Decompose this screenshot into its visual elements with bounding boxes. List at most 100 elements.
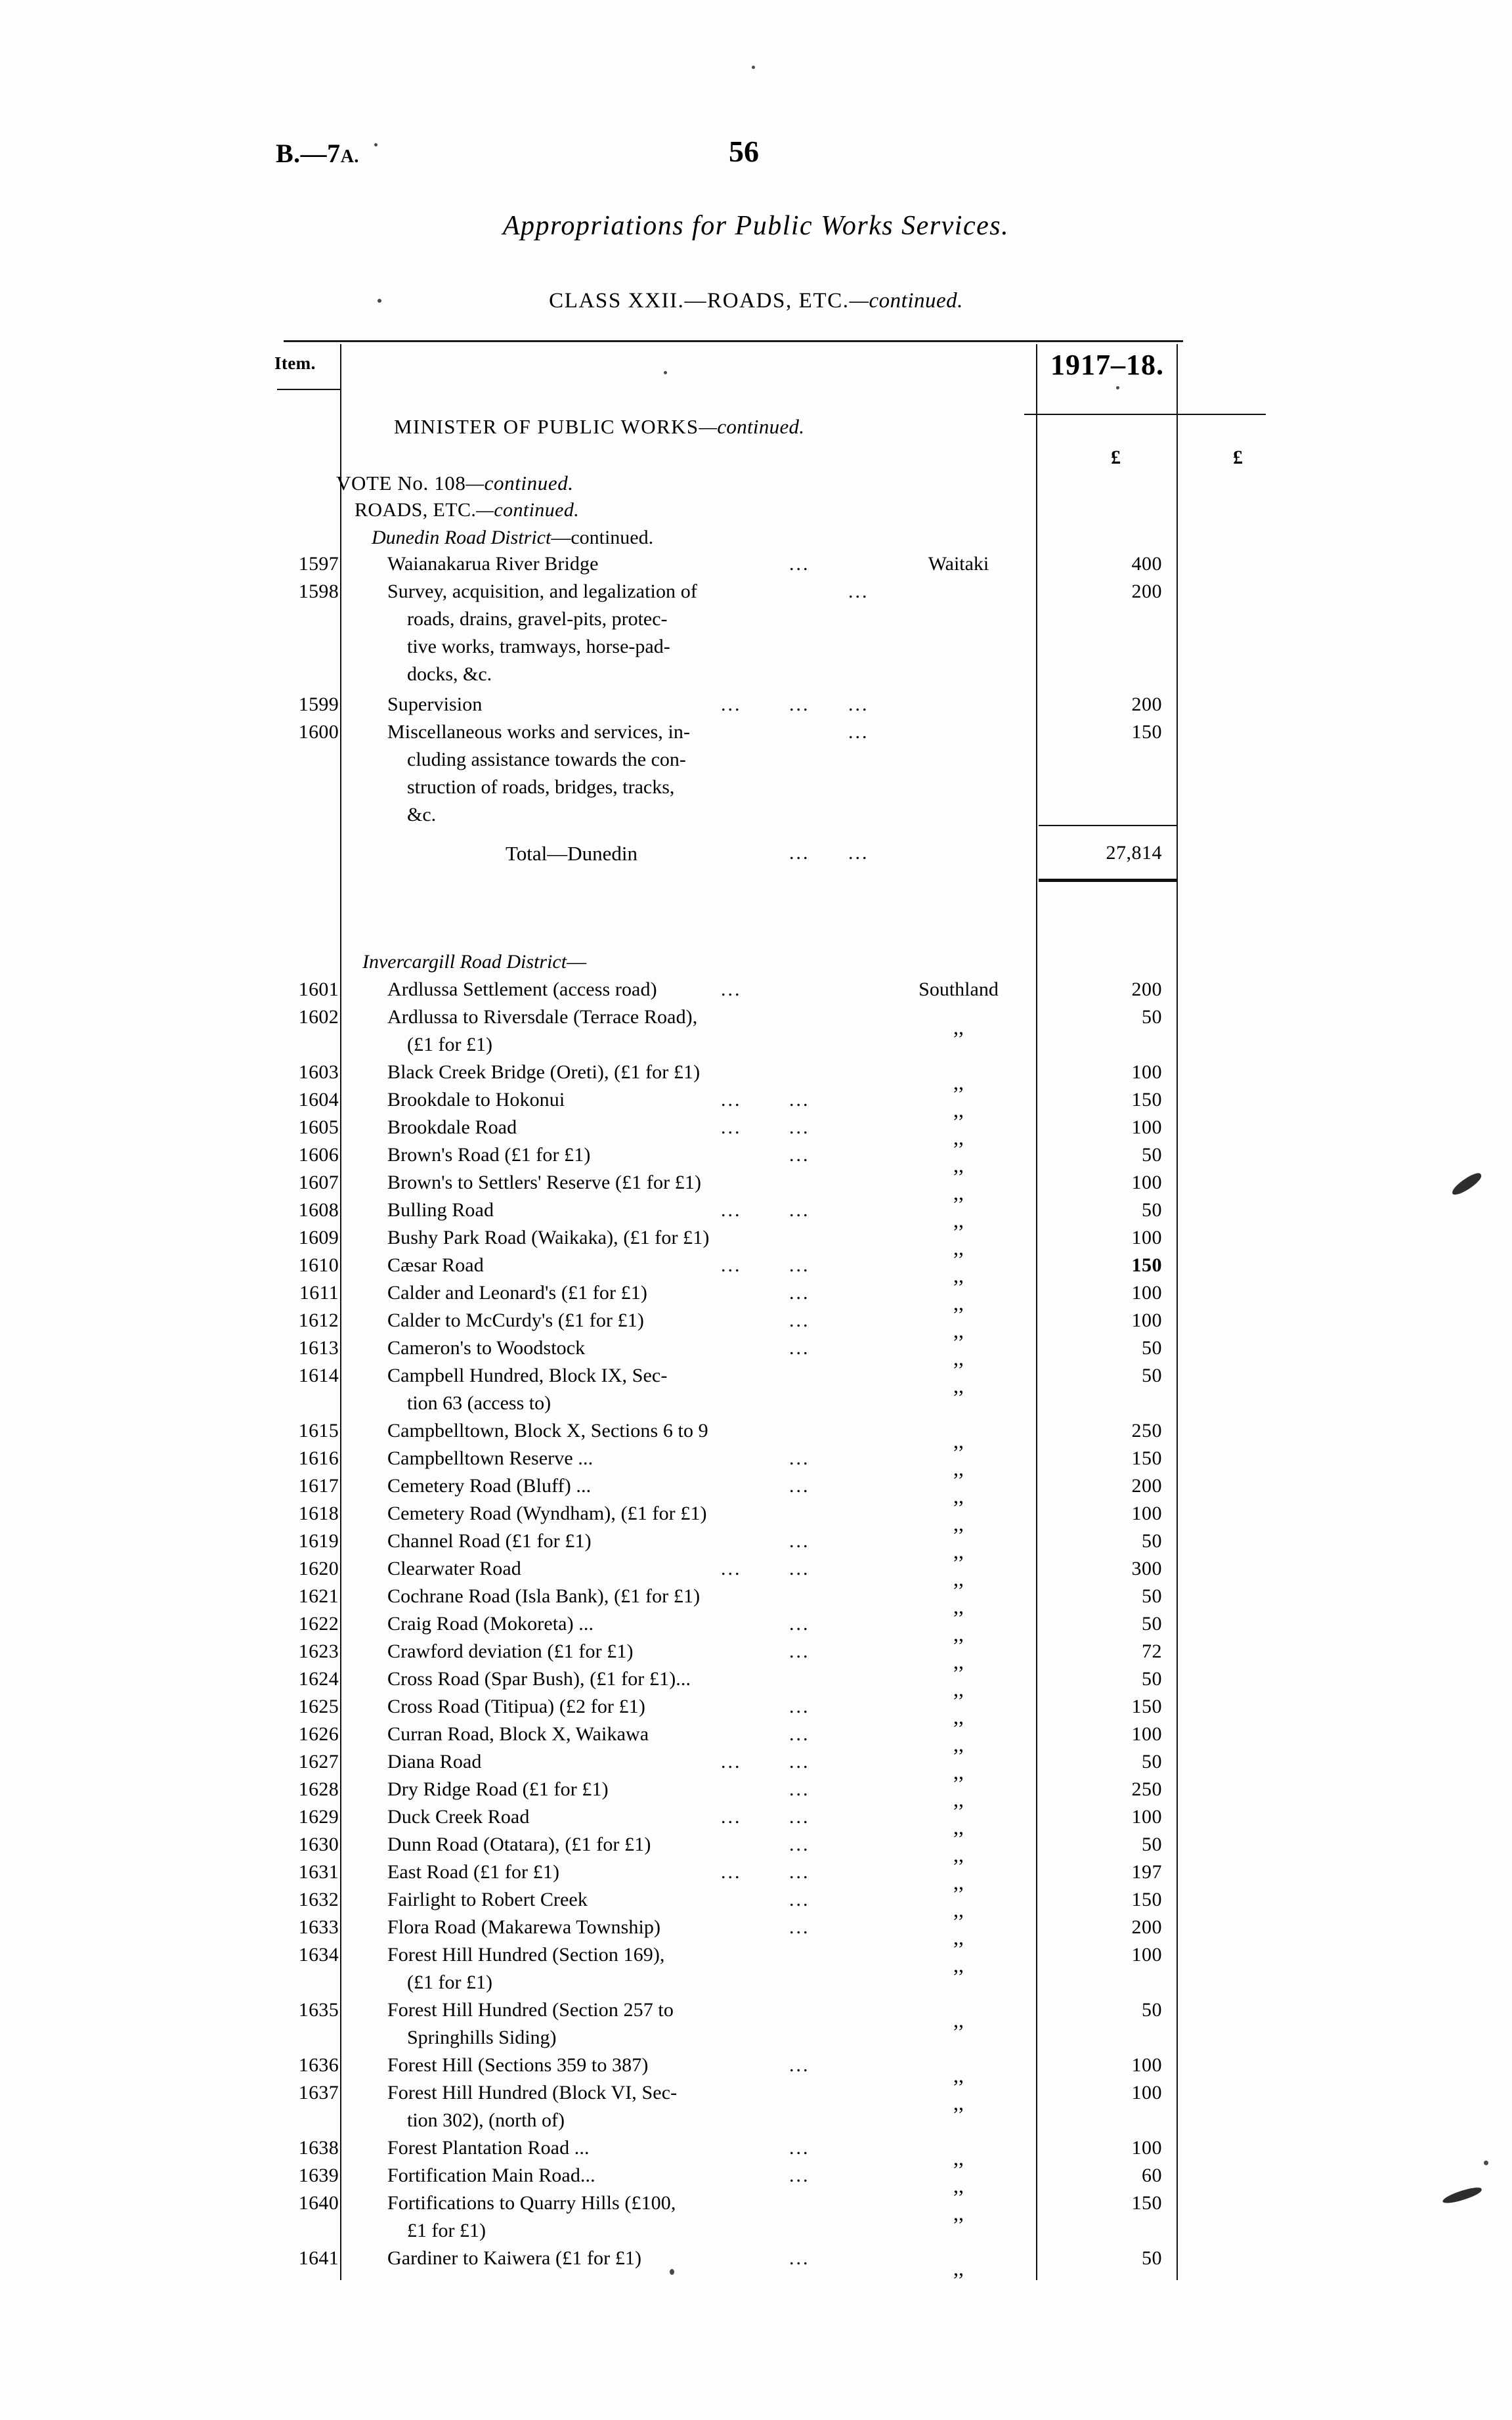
row-description-continued: (£1 for £1)	[407, 1034, 492, 1055]
row-description: Miscellaneous works and services, in-	[387, 721, 691, 743]
row-item-number: 1624	[298, 1668, 339, 1690]
row-item-number: 1598	[298, 581, 339, 602]
row-ditto-mark: ,,	[953, 1346, 964, 1370]
row-amount: 100	[1131, 2137, 1162, 2159]
row-amount: 50	[1142, 1751, 1162, 1772]
row-item-number: 1618	[298, 1503, 339, 1524]
scan-speck	[670, 2269, 674, 2275]
row-item-number: 1605	[298, 1116, 339, 1138]
row-ditto-mark: ,,	[953, 2063, 964, 2087]
row-amount: 50	[1142, 1613, 1162, 1635]
row-amount: 100	[1131, 1503, 1162, 1524]
row-description: Black Creek Bridge (Oreti), (£1 for £1)	[387, 1061, 701, 1083]
row-description: Fortification Main Road...	[387, 2165, 595, 2186]
row-leader-dots: ...	[721, 1751, 742, 1772]
row-ditto-mark: ,,	[953, 1843, 964, 1866]
row-leader-dots: ...	[721, 1558, 742, 1579]
row-leader-dots: ...	[848, 581, 869, 602]
row-item-number: 1608	[298, 1199, 339, 1221]
row-item-number: 1621	[298, 1585, 339, 1607]
row-ditto-mark: ,,	[953, 1264, 964, 1287]
amount-column-rule	[1036, 344, 1037, 2280]
row-leader-dots: ...	[789, 1337, 810, 1359]
row-description: Brown's Road (£1 for £1)	[387, 1144, 591, 1166]
row-item-number: 1607	[298, 1172, 339, 1193]
row-amount: 150	[1131, 1889, 1162, 1910]
scan-smudge-right-upper	[1449, 1170, 1484, 1198]
row-item-number: 1632	[298, 1889, 339, 1910]
row-leader-dots: ...	[721, 1806, 742, 1828]
row-description: Bushy Park Road (Waikaka), (£1 for £1)	[387, 1227, 710, 1248]
row-item-number: 1602	[298, 1006, 339, 1028]
row-leader-dots: ...	[789, 1558, 810, 1579]
row-leader-dots: ...	[789, 1613, 810, 1635]
row-ditto-mark: ,,	[953, 1788, 964, 1811]
row-amount: 50	[1142, 1144, 1162, 1166]
column-header-year: 1917–18.	[1050, 349, 1164, 381]
row-leader-dots: ...	[789, 2247, 810, 2269]
item-column-rule	[340, 344, 341, 2280]
row-ditto-mark: ,,	[953, 1291, 964, 1315]
row-amount: 50	[1142, 1365, 1162, 1386]
row-amount: 200	[1131, 581, 1162, 602]
row-description: Waianakarua River Bridge	[387, 553, 599, 575]
total-amount: 27,814	[1106, 842, 1162, 864]
table-top-rule	[284, 340, 1183, 342]
row-ditto-mark: ,,	[953, 1622, 964, 1646]
row-leader-dots: ...	[789, 693, 810, 715]
row-ditto-mark: ,,	[953, 1677, 964, 1701]
row-leader-dots: ...	[848, 693, 869, 715]
class-heading: CLASS XXII.—ROADS, ETC.—continued.	[0, 289, 1512, 313]
row-description: Cemetery Road (Bluff) ...	[387, 1475, 592, 1497]
scan-speck	[1484, 2161, 1488, 2165]
row-description: Diana Road	[387, 1751, 482, 1772]
row-item-number: 1634	[298, 1944, 339, 1966]
row-description: Cæsar Road	[387, 1254, 484, 1276]
row-amount: 50	[1142, 1585, 1162, 1607]
row-leader-dots: ...	[721, 1116, 742, 1138]
row-leader-dots: ...	[789, 1861, 810, 1883]
row-leader-dots: ...	[721, 1861, 742, 1883]
row-amount: 100	[1131, 1061, 1162, 1083]
row-item-number: 1597	[298, 553, 339, 575]
row-item-number: 1604	[298, 1089, 339, 1111]
row-ditto-mark: ,,	[953, 1208, 964, 1232]
row-leader-dots: ...	[789, 1254, 810, 1276]
row-ditto-mark: ,,	[953, 1925, 964, 1949]
row-ditto-mark: ,,	[953, 1098, 964, 1122]
row-item-number: 1623	[298, 1640, 339, 1662]
row-ditto-mark: ,,	[953, 2201, 964, 2225]
column-header-item: Item.	[274, 353, 316, 373]
row-item-number: 1610	[298, 1254, 339, 1276]
row-item-number: 1638	[298, 2137, 339, 2159]
row-item-number: 1613	[298, 1337, 339, 1359]
class-heading-text: CLASS XXII.—ROADS, ETC.	[549, 289, 850, 313]
row-leader-dots: ...	[789, 2165, 810, 2186]
row-amount: 100	[1131, 1116, 1162, 1138]
row-description-continued: (£1 for £1)	[407, 1971, 492, 1993]
row-item-number: 1600	[298, 721, 339, 743]
row-leader-dots: ...	[721, 1254, 742, 1276]
row-ditto-mark: ,,	[953, 1319, 964, 1342]
row-item-number: 1616	[298, 1447, 339, 1469]
row-description: Forest Hill Hundred (Section 169),	[387, 1944, 665, 1966]
row-leader-dots: ...	[789, 1751, 810, 1772]
row-leader-dots: ...	[789, 1640, 810, 1662]
row-leader-dots: ...	[789, 1530, 810, 1552]
row-item-number: 1633	[298, 1916, 339, 1938]
row-description: Crawford deviation (£1 for £1)	[387, 1640, 634, 1662]
row-description: Brookdale to Hokonui	[387, 1089, 565, 1111]
row-leader-dots: ...	[789, 1282, 810, 1304]
row-item-number: 1622	[298, 1613, 339, 1635]
row-leader-dots: ...	[789, 1199, 810, 1221]
pound-column-divider	[1177, 418, 1178, 470]
total-leader-dots: ...	[848, 842, 869, 864]
total-leader-dots: ...	[789, 842, 810, 864]
row-amount: 200	[1131, 693, 1162, 715]
row-item-number: 1599	[298, 693, 339, 715]
row-leader-dots: ...	[789, 1116, 810, 1138]
row-amount: 150	[1131, 721, 1162, 743]
row-ditto-mark: ,,	[953, 1953, 964, 1977]
row-description-continued: cluding assistance towards the con-	[407, 749, 686, 770]
